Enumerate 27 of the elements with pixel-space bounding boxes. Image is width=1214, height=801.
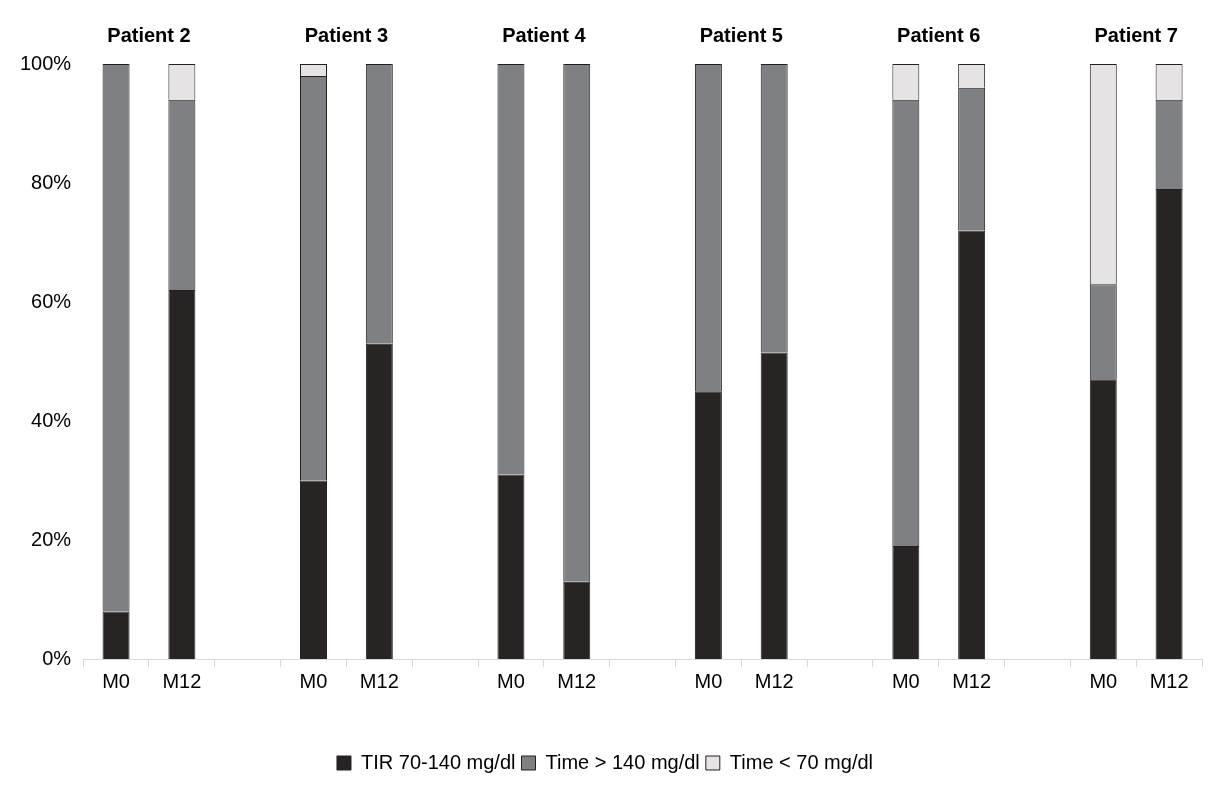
x-tick-label: M12	[359, 669, 399, 692]
y-tick-label: 40%	[31, 408, 72, 431]
text: Patient 7	[1094, 24, 1178, 46]
legend-label: Time > 140 mg/dl	[545, 750, 700, 773]
x-tick-label: M12	[952, 669, 992, 692]
y-tick-label: 80%	[31, 170, 72, 193]
y-tick-label: 100%	[20, 51, 72, 74]
text: Patient 2	[107, 24, 191, 46]
x-tick-label: M0	[694, 669, 723, 692]
x-tick-label: M12	[754, 669, 794, 692]
x-tick-label: M12	[162, 669, 202, 692]
x-tick-label: M0	[497, 669, 525, 692]
text: Patient 3	[304, 24, 389, 46]
x-tick-label: M12	[1149, 669, 1189, 692]
x-tick-label: M0	[102, 669, 130, 692]
legend-label: Time < 70 mg/dl	[729, 750, 874, 773]
x-tick-label: M0	[891, 669, 920, 692]
x-tick-label: M12	[557, 669, 597, 692]
y-tick-label: 0%	[42, 646, 72, 669]
x-tick-label: M0	[1089, 669, 1118, 692]
y-tick-label: 20%	[31, 527, 72, 550]
x-tick-label: M0	[299, 669, 328, 692]
legend-label: TIR 70-140 mg/dl	[360, 750, 516, 773]
text: Patient 4	[502, 24, 587, 46]
text: Patient 6	[897, 24, 981, 46]
y-tick-label: 60%	[31, 289, 72, 312]
text: Patient 5	[699, 24, 783, 46]
